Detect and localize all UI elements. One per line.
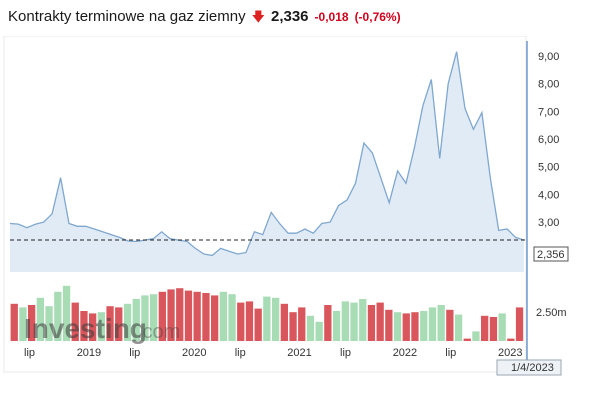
volume-bar bbox=[115, 307, 123, 341]
volume-bar bbox=[97, 312, 105, 341]
volume-bar bbox=[132, 299, 140, 341]
current-price-box bbox=[533, 246, 569, 262]
volume-bar bbox=[141, 295, 149, 341]
volume-bar bbox=[498, 313, 506, 341]
volume-bar bbox=[272, 297, 280, 341]
y-tick-label: 6,00 bbox=[538, 134, 559, 146]
volume-bar bbox=[359, 299, 367, 341]
instrument-title: Kontrakty terminowe na gaz ziemny bbox=[8, 8, 246, 25]
volume-bar bbox=[350, 302, 358, 341]
chart-header: Kontrakty terminowe na gaz ziemny 🡇 2,33… bbox=[8, 8, 401, 30]
volume-bar bbox=[150, 294, 158, 341]
volume-bar bbox=[28, 305, 36, 341]
volume-bar bbox=[446, 309, 454, 341]
watermark-logo: Investing bbox=[24, 313, 147, 344]
x-tick-label: 2019 bbox=[77, 347, 101, 359]
x-tick-label: lip bbox=[340, 347, 351, 359]
price-change: -0,018 bbox=[314, 10, 349, 24]
volume-bar bbox=[45, 306, 53, 341]
volume-bar bbox=[420, 311, 428, 341]
x-tick-label: lip bbox=[129, 347, 140, 359]
volume-bar bbox=[481, 315, 489, 341]
volume-bar bbox=[237, 302, 245, 341]
x-tick-label: 2021 bbox=[287, 347, 311, 359]
volume-bar bbox=[176, 288, 184, 341]
volume-bar bbox=[280, 303, 288, 341]
volume-bar bbox=[515, 307, 524, 341]
volume-bar bbox=[211, 295, 219, 341]
volume-bar bbox=[463, 338, 471, 341]
volume-bars bbox=[10, 285, 524, 341]
volume-bar bbox=[80, 311, 88, 341]
y-tick-label: 8,00 bbox=[538, 79, 559, 91]
current-price-label: 2,356 bbox=[537, 249, 565, 261]
price-area-fill bbox=[10, 51, 524, 273]
volume-bar bbox=[19, 307, 27, 341]
last-price: 2,336 bbox=[270, 8, 309, 25]
volume-bar bbox=[184, 290, 193, 341]
volume-bar bbox=[167, 289, 175, 341]
volume-bar bbox=[367, 305, 376, 341]
volume-bar bbox=[454, 314, 463, 341]
volume-bar bbox=[489, 317, 498, 341]
volume-bar bbox=[36, 297, 44, 341]
x-tick-label: 2023 bbox=[498, 347, 522, 359]
volume-bar bbox=[89, 313, 97, 341]
volume-bar bbox=[402, 313, 410, 341]
volume-bar bbox=[228, 294, 236, 341]
y-tick-label: 9,00 bbox=[538, 51, 559, 63]
volume-bar bbox=[472, 331, 480, 341]
volume-bar bbox=[263, 296, 271, 341]
volume-bar bbox=[219, 291, 227, 341]
x-tick-label: lip bbox=[445, 347, 456, 359]
volume-axis-label: 2.50m bbox=[536, 307, 567, 319]
price-chart[interactable]: 3,00 4,00 5,00 6,00 7,00 8,00 9,00 lip 2019 lip 20… bbox=[0, 36, 600, 404]
y-tick-label: 7,00 bbox=[538, 106, 559, 118]
volume-bar bbox=[289, 312, 297, 341]
y-tick-label: 5,00 bbox=[538, 162, 559, 174]
price-area bbox=[9, 51, 527, 273]
volume-bar bbox=[376, 302, 384, 341]
volume-bar bbox=[411, 312, 419, 341]
volume-bar bbox=[254, 308, 262, 341]
volume-bar bbox=[332, 311, 341, 341]
volume-bar bbox=[298, 307, 306, 341]
arrow-down-icon: 🡇 bbox=[251, 9, 265, 24]
volume-bar bbox=[123, 303, 132, 341]
volume-bar bbox=[341, 301, 349, 341]
volume-bar bbox=[393, 312, 402, 341]
volume-bar bbox=[428, 307, 437, 341]
volume-bar bbox=[324, 305, 332, 341]
volume-bar bbox=[315, 321, 323, 341]
volume-bar bbox=[54, 291, 62, 341]
date-crosshair-box[interactable] bbox=[496, 359, 562, 376]
price-change-percent: (-0,76%) bbox=[354, 10, 401, 24]
volume-bar bbox=[158, 291, 166, 341]
volume-bar bbox=[71, 302, 79, 341]
x-tick-label: 2022 bbox=[393, 347, 417, 359]
x-tick-label: lip bbox=[24, 347, 35, 359]
volume-bar bbox=[202, 293, 210, 341]
price-line bbox=[9, 51, 525, 257]
watermark-suffix: .com bbox=[137, 321, 180, 343]
y-tick-label: 3,00 bbox=[538, 217, 559, 229]
y-tick-label: 4,00 bbox=[538, 189, 559, 201]
volume-bar bbox=[306, 315, 315, 341]
axes: 3,00 4,00 5,00 6,00 7,00 8,00 9,00 lip 2019 lip 20… bbox=[24, 51, 559, 359]
volume-bar bbox=[385, 309, 393, 341]
volume-bar bbox=[106, 306, 114, 341]
volume-bar bbox=[437, 305, 445, 341]
volume-bar bbox=[62, 285, 71, 341]
volume-bar bbox=[10, 303, 18, 341]
volume-bar bbox=[245, 301, 254, 341]
volume-bar bbox=[193, 291, 201, 341]
volume-bar bbox=[507, 338, 515, 341]
x-tick-label: lip bbox=[235, 347, 246, 359]
date-crosshair-label: 1/4/2023 bbox=[511, 362, 554, 374]
x-tick-label: 2020 bbox=[182, 347, 206, 359]
